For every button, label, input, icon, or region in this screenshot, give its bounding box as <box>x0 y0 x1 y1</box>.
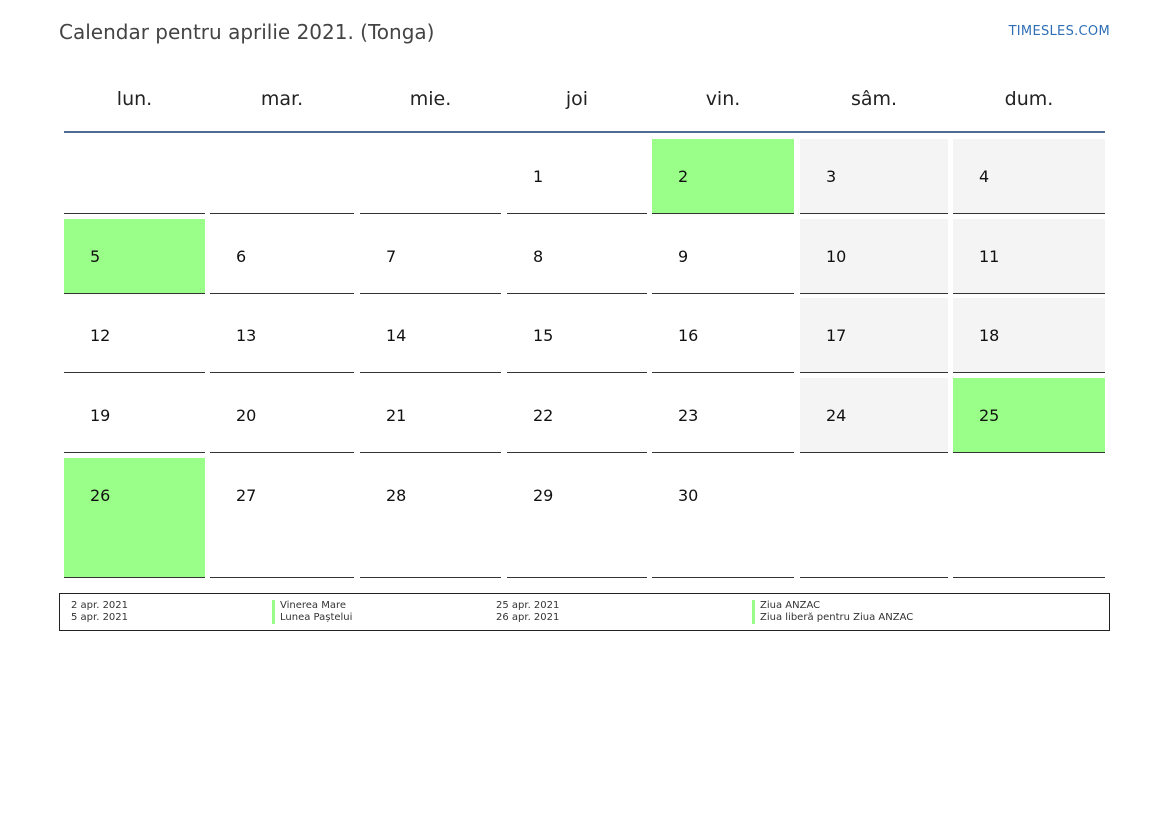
legend-holiday-name: Ziua liberă pentru Ziua ANZAC <box>752 612 913 624</box>
day-cell[interactable]: 4 <box>953 139 1105 214</box>
empty-day-cell <box>800 458 948 578</box>
day-number: 16 <box>678 326 699 345</box>
day-cell[interactable]: 17 <box>800 298 948 373</box>
day-cell[interactable]: 11 <box>953 219 1105 294</box>
holiday-legend: 2 apr. 2021 Vinerea Mare 5 apr. 2021 Lun… <box>59 593 1110 631</box>
day-number: 12 <box>90 326 111 345</box>
day-number: 20 <box>236 406 257 425</box>
day-number: 19 <box>90 406 111 425</box>
header-divider <box>64 131 1105 133</box>
legend-date: 2 apr. 2021 <box>71 600 129 611</box>
day-number: 13 <box>236 326 257 345</box>
day-number: 9 <box>678 247 689 266</box>
day-cell[interactable]: 2 <box>652 139 794 214</box>
weekday-header: mie. <box>409 88 452 110</box>
day-cell[interactable]: 16 <box>652 298 794 373</box>
day-number: 17 <box>826 326 847 345</box>
empty-day-cell <box>64 139 205 214</box>
day-number: 6 <box>236 247 247 266</box>
day-cell[interactable]: 23 <box>652 378 794 453</box>
day-number: 3 <box>826 167 837 186</box>
day-number: 29 <box>533 486 554 505</box>
empty-day-cell <box>360 139 501 214</box>
day-cell[interactable]: 7 <box>360 219 501 294</box>
day-number: 28 <box>386 486 407 505</box>
day-number: 23 <box>678 406 699 425</box>
day-number: 24 <box>826 406 847 425</box>
empty-day-cell <box>210 139 354 214</box>
day-number: 1 <box>533 167 544 186</box>
day-number: 2 <box>678 167 689 186</box>
day-number: 27 <box>236 486 257 505</box>
day-cell[interactable]: 24 <box>800 378 948 453</box>
day-cell[interactable]: 25 <box>953 378 1105 453</box>
legend-holiday-name: Ziua ANZAC <box>752 600 820 612</box>
day-number: 22 <box>533 406 554 425</box>
weekday-header: sâm. <box>850 88 898 110</box>
day-cell[interactable]: 10 <box>800 219 948 294</box>
site-link[interactable]: TIMESLES.COM <box>1008 24 1110 39</box>
weekday-header: joi <box>565 88 589 110</box>
weekday-header: dum. <box>1004 88 1054 110</box>
day-number: 30 <box>678 486 699 505</box>
day-cell[interactable]: 12 <box>64 298 205 373</box>
day-number: 5 <box>90 247 101 266</box>
empty-day-cell <box>953 458 1105 578</box>
legend-date: 25 apr. 2021 <box>496 600 560 611</box>
weekday-header: vin. <box>705 88 741 110</box>
day-cell[interactable]: 8 <box>507 219 647 294</box>
day-cell[interactable]: 30 <box>652 458 794 578</box>
day-cell[interactable]: 18 <box>953 298 1105 373</box>
legend-holiday-name: Vinerea Mare <box>272 600 346 612</box>
day-cell[interactable]: 15 <box>507 298 647 373</box>
day-cell[interactable]: 3 <box>800 139 948 214</box>
day-number: 26 <box>90 486 111 505</box>
day-number: 25 <box>979 406 1000 425</box>
day-cell[interactable]: 9 <box>652 219 794 294</box>
day-cell[interactable]: 28 <box>360 458 501 578</box>
weekday-header: lun. <box>116 88 153 110</box>
day-number: 8 <box>533 247 544 266</box>
day-number: 10 <box>826 247 847 266</box>
day-cell[interactable]: 21 <box>360 378 501 453</box>
day-cell[interactable]: 29 <box>507 458 647 578</box>
legend-date: 5 apr. 2021 <box>71 612 129 623</box>
page-title: Calendar pentru aprilie 2021. (Tonga) <box>59 20 435 44</box>
day-number: 11 <box>979 247 1000 266</box>
day-cell[interactable]: 14 <box>360 298 501 373</box>
day-cell[interactable]: 22 <box>507 378 647 453</box>
day-number: 4 <box>979 167 990 186</box>
day-cell[interactable]: 26 <box>64 458 205 578</box>
day-number: 7 <box>386 247 397 266</box>
day-cell[interactable]: 19 <box>64 378 205 453</box>
weekday-header: mar. <box>260 88 304 110</box>
day-number: 15 <box>533 326 554 345</box>
day-number: 14 <box>386 326 407 345</box>
day-cell[interactable]: 20 <box>210 378 354 453</box>
day-number: 18 <box>979 326 1000 345</box>
day-cell[interactable]: 13 <box>210 298 354 373</box>
day-cell[interactable]: 1 <box>507 139 647 214</box>
legend-date: 26 apr. 2021 <box>496 612 560 623</box>
day-number: 21 <box>386 406 407 425</box>
day-cell[interactable]: 6 <box>210 219 354 294</box>
day-cell[interactable]: 27 <box>210 458 354 578</box>
legend-holiday-name: Lunea Paștelui <box>272 612 352 624</box>
day-cell[interactable]: 5 <box>64 219 205 294</box>
